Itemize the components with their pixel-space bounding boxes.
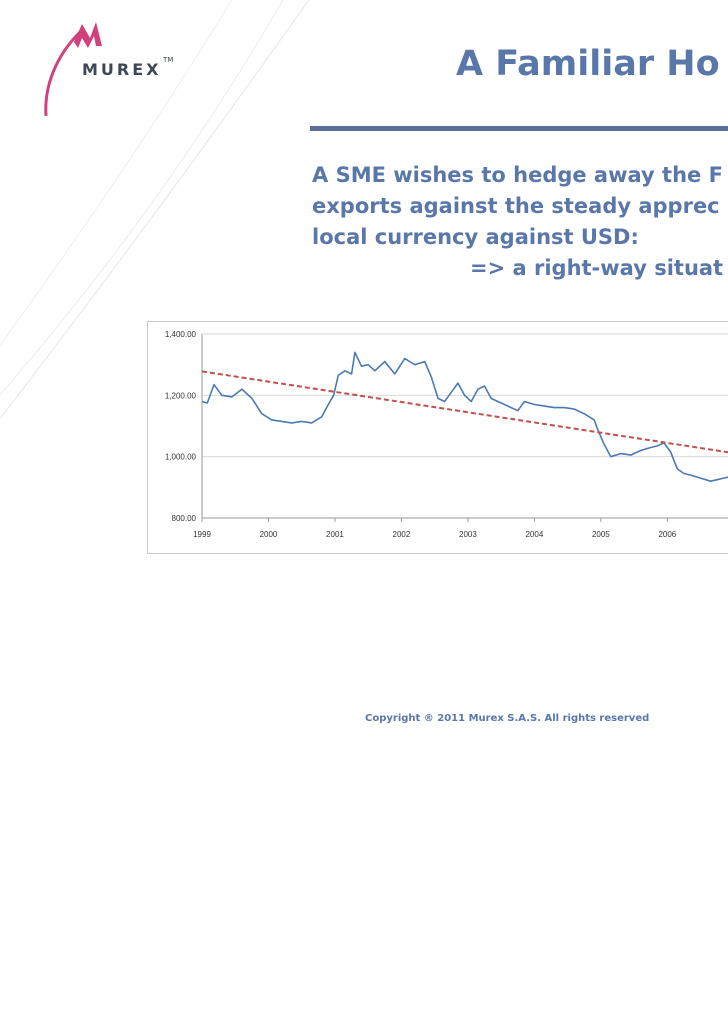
trademark-symbol: TM (163, 56, 174, 64)
slide-body: A SME wishes to hedge away the F exports… (312, 160, 723, 284)
y-tick-label: 1,000.00 (165, 453, 197, 462)
x-tick-label: 1999 (193, 530, 211, 539)
x-tick-label: 2004 (525, 530, 543, 539)
x-tick-label: 2005 (592, 530, 610, 539)
logo-wordmark: MUREX (82, 60, 162, 79)
x-tick-label: 2000 (260, 530, 278, 539)
y-tick-label: 1,400.00 (165, 330, 197, 339)
y-tick-label: 800.00 (172, 514, 197, 523)
x-tick-label: 2002 (393, 530, 411, 539)
copyright-footer: Copyright ® 2011 Murex S.A.S. All rights… (365, 713, 650, 724)
background-arcs (0, 0, 310, 420)
x-tick-label: 2003 (459, 530, 477, 539)
slide-title: A Familiar Ho (456, 44, 720, 84)
body-line-4: => a right-way situat (470, 256, 724, 280)
body-line-3: local currency against USD: (312, 225, 639, 249)
y-tick-label: 1,200.00 (165, 391, 197, 400)
trend-line (201, 370, 728, 454)
title-rule (310, 126, 728, 131)
murex-logo (38, 16, 188, 126)
body-line-1: A SME wishes to hedge away the F (312, 163, 723, 187)
x-tick-label: 2006 (658, 530, 676, 539)
body-line-2: exports against the steady apprec (312, 194, 720, 218)
exchange-rate-series-line (201, 351, 728, 482)
x-tick-label: 2001 (326, 530, 344, 539)
murex-logo-mark-icon (44, 22, 102, 117)
fx-line-chart: 1,400.00 1,200.00 1,000.00 800.00 1999 2000 20… (165, 330, 728, 539)
